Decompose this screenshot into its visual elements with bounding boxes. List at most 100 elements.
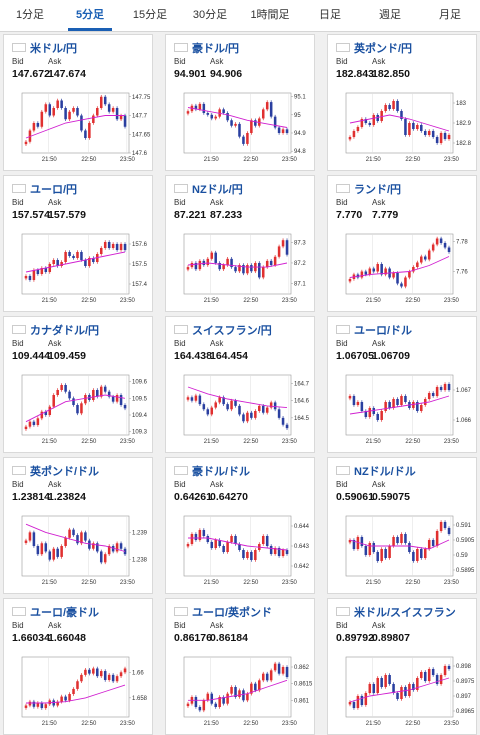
price-chart[interactable]: 1.067 1.066 21:50 22:50 23:50	[328, 369, 478, 453]
price-chart[interactable]: 0.862 0.8615 0.861 21:50 22:50 23:50	[166, 651, 316, 735]
candle-body	[368, 684, 372, 693]
pair-name-link[interactable]: ユーロ/ドル	[354, 325, 413, 337]
ask-label: Ask	[210, 480, 224, 489]
x-tick-label: 22:50	[405, 298, 421, 304]
pair-name-link[interactable]: NZドル/円	[192, 184, 243, 196]
pair-name-link[interactable]: 英ポンド/ドル	[30, 466, 100, 478]
tab-4[interactable]: 1時間足	[250, 9, 290, 21]
price-chart[interactable]: 1.66 1.658 21:50 22:50 23:50	[4, 651, 154, 735]
rate-card[interactable]: 米ドル/円 Bid Ask 147.672 147.674 147.75 147.7 147.…	[3, 34, 153, 171]
rate-card[interactable]: ユーロ/ドル Bid Ask 1.06705 1.06709 1.067 1.066 21:5…	[327, 316, 477, 453]
candle-body	[210, 542, 214, 548]
candle-body	[412, 552, 415, 561]
price-chart[interactable]: 0.644 0.643 0.642 21:50 22:50 23:50	[166, 510, 316, 594]
bid-label: Bid	[174, 480, 186, 489]
candle-body	[348, 137, 352, 140]
pair-name-link[interactable]: NZドル/ドル	[354, 466, 416, 478]
tab-2[interactable]: 15分足	[132, 9, 168, 21]
candle-body	[372, 408, 376, 414]
price-chart[interactable]: 157.6 157.5 157.4 21:50 22:50 23:50	[4, 228, 154, 312]
pair-name-link[interactable]: ユーロ/円	[30, 184, 78, 196]
rate-card[interactable]: 豪ドル/円 Bid Ask 94.901 94.906 95.1 95 94.9 94.8 21:…	[165, 34, 315, 171]
price-chart[interactable]: 183 182.9 182.8 21:50 22:50 23:50	[328, 87, 478, 171]
bid-label: Bid	[336, 621, 348, 630]
ask-label: Ask	[48, 57, 62, 66]
candle-body	[24, 426, 28, 430]
price-chart[interactable]: 1.239 1.238 21:50 22:50 23:50	[4, 510, 154, 594]
pair-name-link[interactable]: 米ドル/円	[30, 43, 78, 55]
price-chart[interactable]: 0.591 0.5905 0.59 0.5895 21:50 22:50 23:50	[328, 510, 478, 594]
rate-card[interactable]: 米ドル/スイスフラン Bid Ask 0.89792 0.89807 0.898 0.897…	[327, 598, 477, 735]
pair-name-link[interactable]: ランド/円	[354, 184, 402, 196]
moving-average-line	[349, 677, 450, 703]
rate-card[interactable]: スイスフラン/円 Bid Ask 164.438 164.454 164.7 164.6 16…	[165, 316, 315, 453]
pair-name-link[interactable]: ユーロ/英ポンド	[192, 607, 273, 619]
rate-card[interactable]: ランド/円 Bid Ask 7.770 7.779 7.78 7.76 21:50 22:50 2…	[327, 175, 477, 312]
ask-label: Ask	[372, 198, 386, 207]
rate-card[interactable]: 英ポンド/円 Bid Ask 182.843 182.850 183 182.9 182.8 2…	[327, 34, 477, 171]
candle-body	[368, 268, 372, 275]
y-tick-label: 157.4	[132, 282, 148, 288]
candle-body	[206, 409, 210, 415]
tab-7[interactable]: 月足	[439, 9, 461, 21]
candle-body	[218, 397, 221, 403]
candle-body	[36, 702, 40, 707]
price-chart[interactable]: 7.78 7.76 21:50 22:50 23:50	[328, 228, 478, 312]
candle-body	[281, 240, 285, 247]
rate-card[interactable]: NZドル/ドル Bid Ask 0.59061 0.59075 0.591 0.5905 0.…	[327, 457, 477, 594]
candle-body	[222, 546, 225, 552]
candle-body	[404, 687, 407, 696]
tab-1[interactable]: 5分足	[60, 0, 120, 31]
price-chart[interactable]: 109.6 109.5 109.4 109.3 21:50 22:50 23:50	[4, 369, 154, 453]
pair-name-link[interactable]: カナダドル/円	[30, 325, 100, 337]
pair-name-link[interactable]: ユーロ/豪ドル	[30, 607, 100, 619]
candle-body	[115, 543, 119, 552]
candle-body	[103, 242, 107, 248]
rate-card[interactable]: カナダドル/円 Bid Ask 109.444 109.459 109.6 109.5 109…	[3, 316, 153, 453]
y-tick-label: 95	[294, 113, 301, 119]
price-chart[interactable]: 95.1 95 94.9 94.8 21:50 22:50 23:50	[166, 87, 316, 171]
pair-name-link[interactable]: 豪ドル/ドル	[192, 466, 251, 478]
rate-card[interactable]: ユーロ/英ポンド Bid Ask 0.86176 0.86184 0.862 0.8615 0…	[165, 598, 315, 735]
tab-0[interactable]: 1分足	[15, 9, 45, 21]
rate-card[interactable]: NZドル/円 Bid Ask 87.221 87.233 87.3 87.2 87.1 21:5…	[165, 175, 315, 312]
price-chart[interactable]: 0.898 0.8975 0.897 0.8965 21:50 22:50 23:50	[328, 651, 478, 735]
candle-body	[119, 115, 123, 120]
moving-average-line	[349, 256, 450, 278]
candle-body	[214, 540, 217, 548]
za-flag-icon	[336, 184, 350, 193]
pair-name-link[interactable]: 米ドル/スイスフラン	[354, 607, 456, 619]
rate-card[interactable]: 豪ドル/ドル Bid Ask 0.64261 0.64270 0.644 0.643 0.64…	[165, 457, 315, 594]
pair-name-link[interactable]: スイスフラン/円	[192, 325, 272, 337]
candle-body	[202, 700, 206, 711]
candle-body	[99, 248, 103, 254]
eu-flag-icon	[336, 325, 350, 334]
price-chart[interactable]: 147.75 147.7 147.65 147.6 21:50 22:50 23:50	[4, 87, 154, 171]
tab-5[interactable]: 日足	[319, 9, 341, 21]
candle-body	[416, 125, 419, 129]
candle-body	[123, 405, 127, 409]
candle-body	[40, 111, 44, 127]
rate-card[interactable]: ユーロ/円 Bid Ask 157.574 157.579 157.6 157.5 157.4…	[3, 175, 153, 312]
price-chart[interactable]: 164.7 164.6 164.5 21:50 22:50 23:50	[166, 369, 316, 453]
pair-name-link[interactable]: 英ポンド/円	[354, 43, 413, 55]
candle-body	[64, 252, 67, 262]
candle-body	[380, 264, 383, 275]
x-tick-label: 22:50	[405, 580, 421, 586]
price-chart[interactable]: 87.3 87.2 87.1 21:50 22:50 23:50	[166, 228, 316, 312]
candle-body	[261, 109, 265, 119]
tab-6[interactable]: 週足	[379, 9, 401, 21]
ask-label: Ask	[48, 480, 62, 489]
candle-body	[423, 256, 427, 260]
candle-body	[24, 141, 28, 145]
pair-name-link[interactable]: 豪ドル/円	[192, 43, 240, 55]
ask-value: 157.579	[48, 209, 86, 221]
candle-body	[96, 543, 99, 552]
ask-value: 164.454	[210, 350, 248, 362]
rate-card[interactable]: 英ポンド/ドル Bid Ask 1.23814 1.23824 1.239 1.238 21:…	[3, 457, 153, 594]
candle-body	[443, 133, 447, 139]
candle-body	[190, 397, 194, 401]
y-tick-label: 147.7	[132, 114, 148, 120]
rate-card[interactable]: ユーロ/豪ドル Bid Ask 1.66034 1.66048 1.66 1.658 21:5…	[3, 598, 153, 735]
tab-3[interactable]: 30分足	[192, 9, 228, 21]
